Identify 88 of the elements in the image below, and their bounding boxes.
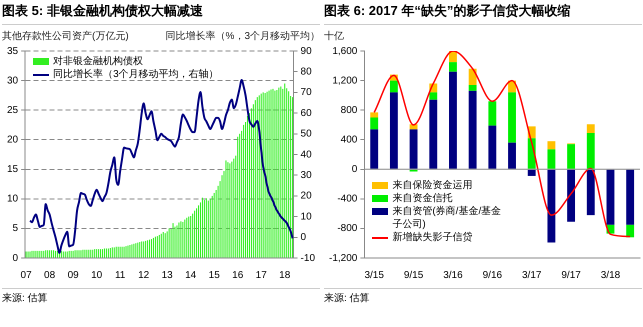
- bar: [586, 133, 595, 169]
- x-tick-label: 14: [185, 270, 197, 281]
- x-tick-label: 3/16: [443, 270, 464, 281]
- y-tick-label: 400: [340, 134, 358, 146]
- y2-tick-label: 90: [300, 46, 312, 57]
- source-note: 来源: 估算: [324, 291, 642, 305]
- y2-tick-label: 80: [300, 66, 312, 78]
- y-tick-label: 0: [12, 252, 19, 264]
- legend-label: 对非银金融机构债权: [53, 55, 144, 68]
- bar: [390, 92, 398, 169]
- x-tick-label: 08: [44, 270, 56, 281]
- y2-tick-label: 40: [300, 149, 312, 160]
- bar: [547, 141, 556, 150]
- bar: [429, 92, 438, 100]
- y2-tick-label: 70: [300, 87, 312, 98]
- bar: [468, 68, 477, 86]
- x-tick-label: 3/15: [364, 270, 384, 281]
- y-tick-label: 35: [7, 46, 19, 57]
- bar: [370, 112, 378, 118]
- y2-tick-label: 60: [300, 108, 312, 119]
- y-tick-label: 0: [352, 164, 358, 176]
- bar: [586, 170, 595, 216]
- y2-tick-label: 10: [300, 211, 312, 222]
- y-tick-label: 20: [7, 134, 19, 146]
- legend-label: 来自保险资金运用: [392, 179, 472, 192]
- y-axis-title: 十亿: [324, 30, 344, 42]
- y2-tick-label: 30: [300, 170, 312, 181]
- bar: [370, 118, 378, 130]
- bar: [508, 142, 516, 169]
- bar: [586, 124, 595, 134]
- legend-label: 新增缺失影子信贷: [392, 231, 472, 244]
- bar: [606, 170, 614, 225]
- bar: [449, 72, 457, 169]
- bar: [429, 100, 438, 169]
- y-tick-label: 1,600: [332, 46, 358, 57]
- x-tick-label: 09: [68, 270, 80, 281]
- bar: [488, 126, 496, 169]
- y-tick-label: 15: [7, 164, 19, 176]
- x-tick-label: 9/17: [561, 270, 582, 281]
- bar: [567, 170, 576, 222]
- y-tick-label: 10: [7, 194, 19, 205]
- bar: [449, 62, 457, 72]
- x-tick-label: 12: [138, 270, 150, 281]
- y2-tick-label: -10: [300, 252, 316, 264]
- y-tick-label: -400: [337, 194, 358, 205]
- x-tick-label: 18: [279, 270, 291, 281]
- y-tick-label: -800: [337, 223, 358, 234]
- bar: [488, 101, 496, 126]
- bar: [626, 170, 634, 225]
- x-tick-label: 9/15: [404, 270, 424, 281]
- chart-title: 图表 5: 非银金融机构债权大幅减速: [2, 2, 320, 25]
- y-axis-title: 其他存款性公司资产(万亿元): [2, 30, 129, 42]
- legend-label: 同比增长率（3个月移动平均，右轴）: [53, 68, 219, 81]
- bar: [626, 224, 634, 238]
- bar: [390, 80, 398, 92]
- y2-tick-label: 50: [300, 128, 312, 140]
- bar: [528, 170, 536, 176]
- bar: [468, 90, 477, 169]
- legend-label: 来自资管(券商/基金/基金子公司): [392, 205, 502, 231]
- bar: [547, 149, 556, 169]
- y-tick-label: 25: [7, 104, 19, 116]
- bar: [508, 92, 516, 143]
- x-tick-label: 10: [91, 270, 103, 281]
- y2-tick-label: 0: [300, 232, 307, 244]
- bar: [370, 129, 378, 169]
- source-note: 来源: 估算: [2, 291, 320, 305]
- bar: [547, 170, 556, 242]
- y-tick-label: 1,200: [332, 75, 358, 86]
- chart-title: 图表 6: 2017 年“缺失”的影子信贷大幅收缩: [324, 2, 642, 25]
- y2-tick-label: 20: [300, 190, 312, 202]
- x-tick-label: 3/18: [600, 270, 621, 281]
- x-tick-label: 15: [208, 270, 220, 281]
- x-tick-label: 3/17: [522, 270, 542, 281]
- x-tick-label: 13: [162, 270, 174, 281]
- legend-label: 来自资金信托: [392, 192, 452, 205]
- y-tick-label: 800: [340, 104, 358, 116]
- x-tick-label: 17: [256, 270, 268, 281]
- y-tick-label: 30: [7, 75, 19, 86]
- x-tick-label: 16: [232, 270, 244, 281]
- y-tick-label: 5: [12, 223, 19, 234]
- x-tick-label: 9/16: [482, 270, 502, 281]
- x-tick-label: 07: [20, 270, 32, 281]
- y-tick-label: -1,200: [328, 252, 358, 264]
- y2-axis-title: 同比增长率（%，3个月移动平均）: [166, 30, 320, 42]
- bar: [468, 85, 477, 91]
- bar: [410, 129, 418, 169]
- x-tick-label: 11: [114, 270, 126, 281]
- bar: [567, 144, 576, 169]
